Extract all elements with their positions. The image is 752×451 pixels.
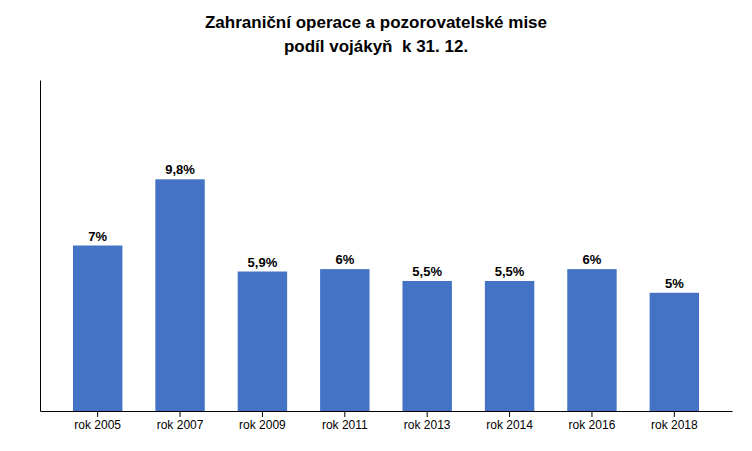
x-tick: rok 2018 [651, 411, 698, 432]
x-tick-label: rok 2016 [569, 418, 616, 432]
x-axis-line [41, 411, 733, 412]
x-tick-label: rok 2011 [322, 418, 368, 432]
x-axis: rok 2005 rok 2007 rok 2009 rok 2011 rok 2013… [41, 411, 733, 432]
x-tick-label: rok 2014 [486, 418, 533, 432]
plot: rok 2005 rok 2007 rok 2009 rok 2011 rok 2013… [41, 81, 733, 432]
y-axis-line [40, 81, 41, 412]
data-label: 5,5% [412, 264, 442, 279]
chart: Zahraniční operace a pozorovatelské mise… [0, 0, 752, 451]
x-tick-mark [262, 411, 263, 417]
data-label: 5,5% [495, 264, 525, 279]
x-tick: rok 2009 [239, 411, 286, 432]
bar [402, 281, 451, 411]
data-label: 6% [583, 252, 602, 267]
bar [650, 293, 699, 411]
data-labels: 7% 9,8% 5,9% 6% 5,5% 5,5% 6% 5% [88, 162, 684, 290]
x-tick-mark [509, 411, 510, 417]
x-tick-label: rok 2018 [651, 418, 698, 432]
x-tick-mark [344, 411, 345, 417]
x-tick-mark [427, 411, 428, 417]
y-axis [40, 81, 41, 412]
bar [320, 269, 369, 411]
x-tick-mark [591, 411, 592, 417]
data-label: 5,9% [248, 255, 278, 270]
x-tick-mark [674, 411, 675, 417]
x-tick: rok 2014 [486, 411, 533, 432]
data-label: 6% [335, 252, 354, 267]
x-tick: rok 2011 [322, 411, 368, 432]
x-tick-mark [180, 411, 181, 417]
data-label: 9,8% [165, 162, 195, 177]
x-tick: rok 2007 [157, 411, 204, 432]
bar [567, 269, 616, 411]
bar [238, 272, 287, 411]
title: Zahraniční operace a pozorovatelské mise [205, 13, 547, 32]
x-tick-label: rok 2005 [74, 418, 121, 432]
x-tick-label: rok 2009 [239, 418, 286, 432]
bar [73, 246, 122, 412]
bar [155, 179, 204, 411]
x-tick: rok 2013 [404, 411, 451, 432]
x-tick: rok 2005 [74, 411, 121, 432]
x-tick-mark [97, 411, 98, 417]
data-label: 7% [88, 229, 107, 244]
data-label: 5% [665, 276, 684, 291]
bars [73, 179, 699, 411]
x-tick-label: rok 2013 [404, 418, 451, 432]
x-tick: rok 2016 [569, 411, 616, 432]
x-tick-label: rok 2007 [157, 418, 204, 432]
subtitle: podíl vojákyň k 31. 12. [284, 37, 468, 56]
bar [485, 281, 534, 411]
